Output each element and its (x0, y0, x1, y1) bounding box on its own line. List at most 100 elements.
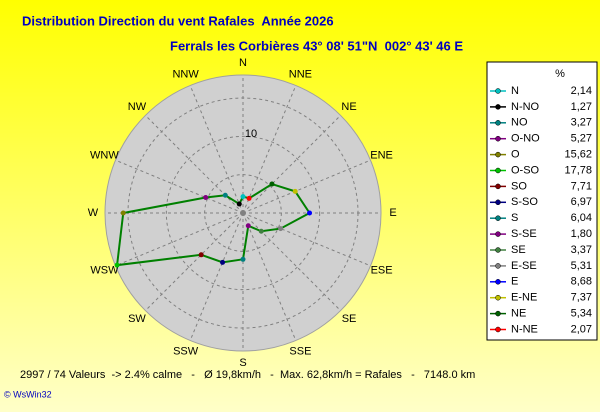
legend-label: O-SO (511, 164, 540, 176)
data-point (114, 262, 120, 268)
legend-marker (495, 247, 501, 253)
legend-marker (495, 294, 501, 301)
legend-marker (495, 135, 501, 142)
legend-value: 3,37 (571, 244, 592, 256)
legend-marker (495, 104, 501, 110)
legend-value: 15,62 (564, 149, 592, 161)
data-point (240, 256, 246, 262)
legend-marker (495, 199, 501, 206)
chart-subtitle: Ferrals les Corbières 43° 08' 51"N 002° … (170, 38, 463, 53)
grid-ring (165, 135, 321, 291)
legend-value: 3,27 (571, 117, 592, 129)
legend-label: NE (511, 308, 526, 320)
legend-label: O-NO (511, 133, 540, 145)
spoke (242, 159, 371, 214)
direction-label: S (239, 357, 246, 369)
data-point (245, 223, 251, 229)
direction-label: NW (128, 101, 147, 113)
data-point (203, 195, 209, 201)
legend-marker (495, 183, 501, 190)
legend-label: E (511, 276, 518, 288)
legend-value: 8,68 (571, 276, 592, 288)
legend-value: 1,27 (571, 101, 592, 113)
legend-marker (495, 167, 501, 174)
direction-label: ESE (371, 264, 393, 276)
legend-value: 7,37 (571, 292, 592, 304)
spoke (242, 212, 371, 267)
footer: 2997 / 74 Valeurs -> 2.4% calme - Ø 19,8… (20, 369, 475, 381)
direction-label: SE (342, 313, 357, 325)
data-point (278, 226, 284, 232)
legend-label: O (511, 149, 520, 161)
direction-label: E (389, 207, 396, 219)
legend-value: 7,71 (571, 180, 592, 192)
spoke (189, 212, 244, 341)
direction-label: NNE (289, 68, 312, 80)
chart-title: Distribution Direction du vent Rafales A… (22, 13, 334, 28)
direction-label: N (239, 57, 247, 69)
direction-label: NNW (172, 68, 199, 80)
legend-label: S-SE (511, 228, 537, 240)
data-point (258, 228, 264, 234)
spoke (115, 212, 244, 267)
legend-marker (495, 279, 501, 285)
r-tick-label: 10 (245, 128, 257, 140)
data-point (246, 195, 252, 201)
credit: © WsWin32 (4, 389, 52, 399)
direction-label: W (88, 207, 99, 219)
legend-label: NO (511, 117, 528, 129)
data-point (307, 210, 313, 216)
legend-value: 1,80 (571, 228, 592, 240)
legend-label: SO (511, 180, 527, 192)
legend-value: 5,34 (571, 308, 592, 320)
legend-marker (495, 88, 501, 94)
data-point (198, 252, 204, 258)
legend-label: E-NE (511, 292, 537, 304)
spoke (145, 115, 244, 214)
legend-label: S-SO (511, 196, 538, 208)
legend-marker (495, 151, 501, 158)
legend-value: 6,97 (571, 196, 592, 208)
legend-label: N (511, 85, 519, 97)
legend-marker (495, 326, 501, 333)
data-point (220, 259, 226, 265)
data-point (269, 181, 275, 187)
spoke (242, 212, 341, 311)
legend-marker (495, 120, 501, 126)
legend-label: N-NO (511, 101, 540, 113)
spoke (242, 212, 297, 341)
legend-marker (495, 231, 501, 237)
legend-header: % (555, 68, 565, 80)
spoke (189, 85, 244, 214)
direction-label: SSW (173, 345, 199, 357)
direction-label: WNW (90, 150, 119, 162)
data-point (222, 192, 228, 198)
direction-label: SW (128, 313, 146, 325)
legend-value: 5,27 (571, 133, 592, 145)
spoke (242, 115, 341, 214)
direction-label: SSE (289, 345, 311, 357)
legend-box (486, 61, 598, 341)
legend-marker (495, 310, 501, 317)
legend-value: 17,78 (564, 164, 592, 176)
legend-label: SE (511, 244, 526, 256)
data-point (292, 188, 298, 194)
legend-label: E-SE (511, 260, 537, 272)
spoke (242, 85, 297, 214)
legend-value: 5,31 (571, 260, 592, 272)
direction-label: WSW (90, 264, 119, 276)
legend-label: S (511, 212, 518, 224)
legend-value: 2,14 (571, 85, 592, 97)
legend-value: 2,07 (571, 323, 592, 335)
data-point (120, 210, 126, 216)
legend-value: 6,04 (571, 212, 592, 224)
data-point (236, 201, 242, 207)
spoke (145, 212, 244, 311)
data-point (240, 194, 246, 200)
legend-marker (495, 215, 501, 221)
direction-label: ENE (370, 150, 393, 162)
direction-label: NE (341, 101, 356, 113)
spoke (115, 159, 244, 214)
legend-label: N-NE (511, 323, 538, 335)
